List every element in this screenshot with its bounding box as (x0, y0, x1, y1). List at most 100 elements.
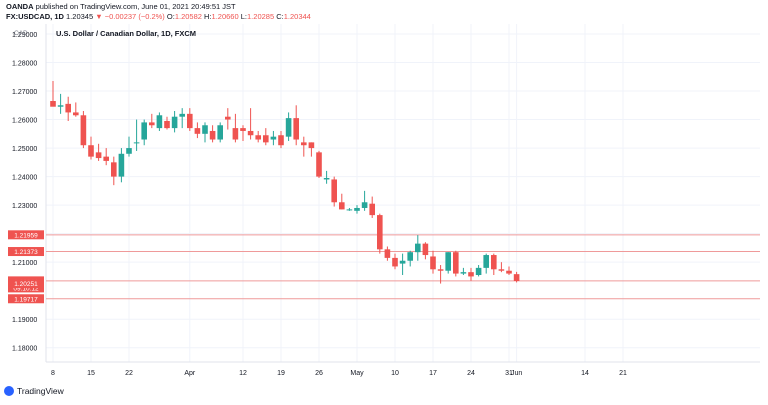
x-tick-label: 8 (51, 370, 55, 377)
candle-body (369, 203, 375, 216)
price-tag-text: 1.19717 (14, 296, 38, 303)
candle-body (118, 153, 125, 177)
chart-header: OANDA published on TradingView.com, June… (6, 2, 762, 24)
open-label: O: (166, 12, 175, 21)
candle-body (384, 249, 391, 258)
high-value: 1.20660 (211, 12, 239, 21)
open-value: 1.20582 (174, 12, 202, 21)
candle-body (57, 105, 64, 107)
candle-body (164, 120, 170, 129)
candle-body (133, 142, 140, 144)
candle-body (323, 178, 330, 180)
candle-body (95, 152, 102, 159)
candle-body (149, 122, 155, 126)
candle-body (399, 260, 406, 264)
y-tick-label: 1.28000 (12, 61, 37, 68)
candle-body (141, 122, 147, 140)
published-text: published on TradingView.com, June 01, 2… (35, 2, 236, 11)
candle-body (453, 252, 459, 274)
candle-body (415, 243, 421, 253)
candle-body (346, 209, 353, 211)
candle-body (513, 274, 520, 281)
candle-body (65, 103, 71, 113)
candle-body (111, 162, 117, 177)
price-tag-text: 1.21959 (14, 232, 38, 239)
x-tick-label: 19 (277, 370, 285, 377)
candle-body (460, 272, 467, 274)
candle-body (445, 252, 451, 271)
candle-body (73, 112, 79, 116)
y-tick-label: 1.19000 (12, 317, 37, 324)
candle-body (187, 113, 193, 129)
candle-body (126, 148, 132, 154)
price-tag (8, 279, 44, 289)
candle-body (103, 156, 109, 161)
brand-name: TradingView (17, 386, 64, 396)
low-value: 1.20285 (247, 12, 275, 21)
price-tag-text: 1.21373 (14, 249, 38, 256)
candle-body (468, 272, 474, 277)
candle-body (392, 257, 398, 267)
currency-label: CAD (14, 30, 28, 37)
candle-body (361, 202, 368, 208)
x-tick-label: 22 (125, 370, 133, 377)
close-label: C: (276, 12, 284, 21)
symbol-label: FX:USDCAD, 1D (6, 12, 64, 21)
candle-body (217, 125, 223, 140)
x-tick-label: Jun (511, 370, 522, 377)
candle-body (209, 130, 216, 140)
x-tick-label: 15 (87, 370, 95, 377)
price-tag (8, 294, 44, 304)
candle-body (179, 113, 185, 117)
candle-body (240, 128, 246, 131)
chart-title: U.S. Dollar / Canadian Dollar, 1D, FXCM (56, 29, 196, 38)
x-tick-label: 14 (581, 370, 589, 377)
source-label: OANDA (6, 2, 34, 11)
candle-body (506, 270, 512, 274)
candle-body (270, 136, 277, 140)
y-tick-label: 1.21000 (12, 260, 37, 267)
candle-body (498, 269, 505, 271)
candle-body (407, 252, 413, 261)
y-tick-label: 1.29000 (12, 32, 37, 39)
y-tick-label: 1.26000 (12, 118, 37, 125)
x-tick-label: 24 (467, 370, 475, 377)
y-tick-label: 1.24000 (12, 175, 37, 182)
y-tick-label: 1.23000 (12, 203, 37, 210)
candle-body (80, 115, 87, 146)
low-label: L: (240, 12, 248, 21)
candle-body (194, 128, 201, 134)
candle-body (491, 255, 497, 270)
header-row-quote: FX:USDCAD, 1D 1.20345 ▼ −0.00237 (−0.2%)… (6, 12, 762, 22)
candle-body (437, 269, 444, 271)
x-tick-label: 26 (315, 370, 323, 377)
candle-body (202, 125, 208, 134)
x-tick-label: 21 (619, 370, 627, 377)
price-tag-countdown: 09:10:12 (13, 285, 39, 292)
candle-body (301, 142, 307, 146)
candle-body (156, 115, 163, 129)
candle-body (255, 135, 261, 140)
candle-body (225, 116, 231, 120)
candle-body (308, 142, 315, 149)
candle-body (88, 145, 94, 157)
tradingview-footer[interactable]: TradingView (4, 385, 64, 397)
candle-body (377, 215, 383, 250)
candle-body (354, 207, 360, 211)
candle-body (475, 267, 482, 276)
x-tick-label: 12 (239, 370, 247, 377)
tradingview-logo-icon (4, 386, 14, 396)
candle-body (331, 179, 337, 203)
header-row-publisher: OANDA published on TradingView.com, June… (6, 2, 762, 12)
x-tick-label: Apr (184, 370, 196, 377)
last-price: 1.20345 (66, 12, 94, 21)
candle-body (483, 255, 489, 268)
price-tag (8, 247, 44, 257)
candle-body (247, 130, 254, 136)
candle-body (422, 243, 429, 256)
y-tick-label: 1.25000 (12, 146, 37, 153)
y-tick-label: 1.27000 (12, 89, 37, 96)
close-value: 1.20344 (283, 12, 311, 21)
